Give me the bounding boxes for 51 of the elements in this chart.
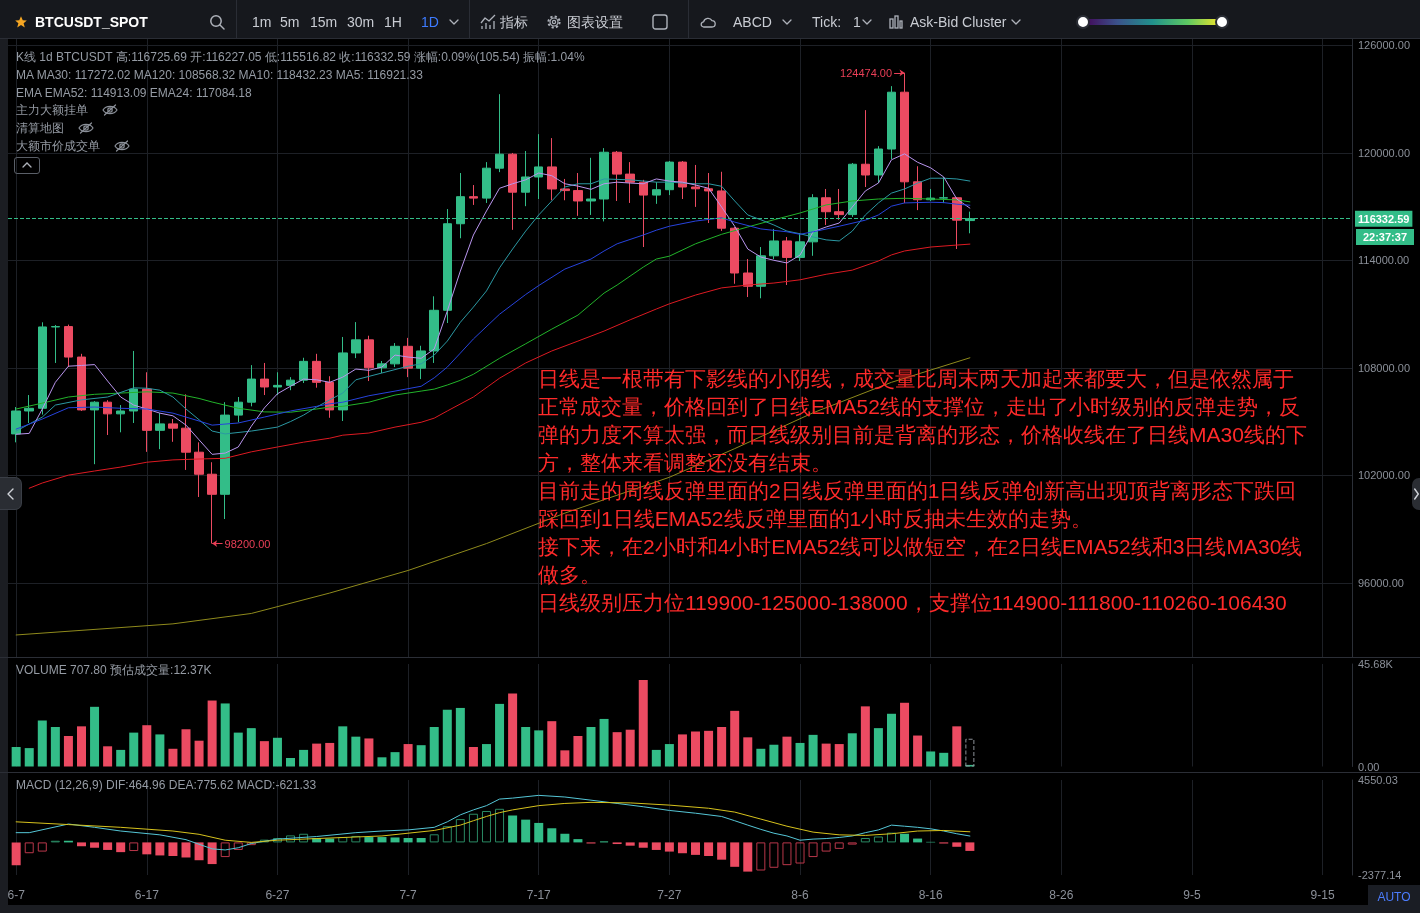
x-tick-label: 6-17 (134, 888, 160, 902)
y-tick-label: 108000.00 (1358, 361, 1410, 374)
annotation: 接下来，在2小时和4小时EMA52线可以做短空，在2日线EMA52线和3日线MA30线做多。 (538, 534, 1304, 588)
x-tick-label: 7-7 (399, 888, 418, 902)
text: 1 (853, 14, 861, 30)
y-tick-label: 45.68K (1358, 658, 1394, 670)
y-tick-label: 102000.00 (1358, 469, 1410, 482)
text: AUTO (1368, 885, 1420, 910)
text: 5m (280, 14, 300, 30)
y-tick-label: 114000.00 (1358, 254, 1410, 267)
y-tick-label: -2377.14 (1358, 869, 1402, 881)
annotation: 124474.00 (840, 66, 893, 79)
x-tick-label: 8-6 (791, 888, 810, 902)
text: K线 1d BTCUSDT 高:116725.69 开:116227.05 低:115516.82 收:116332.59 涨幅:0.09%(105.54) 振幅:1.04% (16, 49, 585, 65)
y-tick-label: 126000.00 (1358, 39, 1410, 52)
text: 1H (384, 14, 402, 30)
text: 1D (421, 14, 439, 30)
text: BTCUSDT_SPOT (35, 14, 148, 30)
x-tick-label: 8-16 (918, 888, 943, 902)
annotation: EMA EMA52: 114913.09 EMA24: 117084.18 (16, 84, 252, 101)
text: 22:37:37 (1356, 228, 1414, 245)
text: Ask-Bid Cluster (910, 14, 1007, 30)
text: 指标 (500, 14, 528, 30)
y-tick-label: 4550.03 (1358, 774, 1398, 786)
ref-line-label: 116332.59 (1358, 212, 1410, 225)
x-tick-label: 7-27 (657, 888, 682, 902)
x-tick-label: 8-26 (1049, 888, 1074, 902)
y-tick-label: 0.00 (1358, 760, 1380, 773)
annotation: 日线级别压力位119900-125000-138000，支撑位114900-111800-110260-106430 (538, 590, 1288, 616)
text: 30m (347, 14, 375, 30)
annotation: 主力大额挂单 (16, 102, 88, 119)
y-tick-label: 120000.00 (1358, 146, 1410, 159)
x-tick-label: 7-17 (526, 888, 552, 902)
annotation: 清算地图 (16, 120, 64, 137)
x-tick-label: 6-7 (7, 888, 26, 902)
x-tick-label: 9-15 (1310, 888, 1335, 902)
x-tick-label: 9-5 (1183, 888, 1201, 902)
annotation: MA MA30: 117272.02 MA120: 108568.32 MA10: 118432.23 MA5: 116921.33 (16, 66, 423, 83)
text: 15m (310, 14, 338, 30)
text: 1m (252, 14, 272, 30)
annotation: 大额市价成交单 (16, 138, 100, 154)
annotation: 目前走的周线反弹里面的2日线反弹里面的1日线反弹创新高出现顶背离形态下跌回踩回到1日线EMA52线反弹里面的1小时反抽未生效的走势。 (538, 478, 1298, 532)
annotation: 日线是一根带有下影线的小阴线，成交量比周末两天加起来都要大，但是依然属于正常成交量，价格回到了日线EMA52线的支撑位，走出了小时级别的反弹走势，反弹的力度不算太强，而日线级别目前是背离的形态，价格收线在了日线MA30线的下方，整体来看调整还没有结束。 (538, 366, 1308, 476)
chart-title: VOLUME 707.80 预估成交量:12.37K (16, 662, 212, 678)
text: 图表设置 (567, 14, 623, 30)
x-tick-label: 6-27 (265, 888, 290, 902)
text: Tick: (812, 14, 842, 30)
y-tick-label: 96000.00 (1358, 577, 1404, 589)
annotation: 98200.00 (224, 537, 271, 550)
text: ABCD (733, 14, 772, 30)
chart-title: MACD (12,26,9) DIF:464.96 DEA:775.62 MACD:-621.33 (16, 777, 317, 793)
